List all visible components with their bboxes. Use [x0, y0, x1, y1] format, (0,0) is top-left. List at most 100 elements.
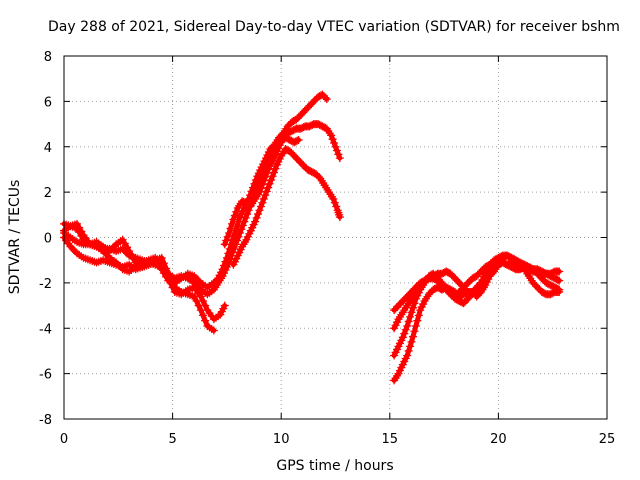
data-point — [294, 135, 303, 144]
data-point — [222, 262, 231, 271]
data-point — [233, 222, 242, 231]
x-tick-label: 15 — [382, 432, 399, 447]
data-point — [401, 325, 410, 334]
data-point — [330, 198, 339, 207]
data-point — [258, 180, 267, 189]
data-point — [400, 329, 409, 338]
data-point — [262, 169, 271, 178]
x-tick-label: 0 — [60, 432, 68, 447]
data-point — [404, 317, 413, 326]
data-point — [332, 202, 341, 211]
data-point — [553, 275, 562, 284]
y-tick-label: 2 — [44, 186, 52, 201]
y-tick-label: 6 — [44, 95, 52, 110]
data-point — [190, 292, 199, 301]
data-point — [330, 138, 339, 147]
data-point — [231, 240, 240, 249]
grid — [64, 56, 607, 419]
data-point — [228, 247, 237, 256]
data-point — [240, 217, 249, 226]
data-point — [403, 321, 412, 330]
data-point — [334, 150, 343, 159]
chart-title: Day 288 of 2021, Sidereal Day-to-day VTE… — [48, 19, 620, 35]
data-point — [321, 93, 330, 102]
y-tick-label: -6 — [39, 368, 52, 383]
data-point — [265, 179, 274, 188]
data-point — [225, 255, 234, 264]
series-pass-10 — [390, 251, 564, 315]
x-tick-label: 5 — [168, 432, 176, 447]
data-point — [335, 154, 344, 163]
data-point — [229, 215, 238, 224]
data-point — [555, 287, 564, 296]
data-point — [335, 213, 344, 222]
data-point — [234, 232, 243, 241]
series-pass-4 — [60, 120, 344, 299]
data-point — [267, 176, 276, 185]
data-point — [398, 333, 407, 342]
data-point — [408, 332, 417, 341]
y-tick-label: -2 — [39, 277, 52, 292]
series-trace — [61, 121, 343, 297]
data-point — [192, 297, 201, 306]
data-point — [194, 301, 203, 310]
data-point — [201, 316, 210, 325]
data-point — [199, 311, 208, 320]
series-pass-5 — [220, 133, 303, 249]
data-point — [406, 342, 415, 351]
data-point — [407, 337, 416, 346]
y-tick-label: -4 — [39, 322, 52, 337]
y-tick-label: -8 — [39, 413, 52, 428]
data-point — [414, 311, 423, 320]
data-point — [261, 173, 270, 181]
data-marks — [60, 90, 564, 385]
data-point — [232, 207, 241, 216]
x-axis-label: GPS time / hours — [276, 458, 393, 474]
data-point — [254, 210, 263, 219]
data-point — [255, 188, 264, 197]
data-point — [408, 303, 417, 312]
data-point — [224, 259, 233, 268]
data-point — [406, 312, 415, 321]
data-point — [233, 236, 242, 245]
data-point — [252, 213, 261, 222]
data-point — [269, 168, 278, 177]
data-point — [404, 346, 413, 355]
data-point — [407, 308, 416, 317]
plot-border — [63, 55, 608, 420]
data-point — [225, 228, 234, 237]
y-tick-label: 8 — [44, 50, 52, 65]
axis-ticks — [63, 55, 608, 420]
y-tick-label: 4 — [44, 141, 52, 156]
data-point — [413, 316, 422, 325]
data-point — [238, 221, 247, 230]
data-point — [271, 164, 280, 173]
series-pass-3 — [60, 90, 331, 292]
data-point — [264, 183, 273, 192]
data-point — [222, 236, 231, 245]
series-pass-6 — [229, 145, 344, 269]
data-point — [255, 206, 264, 215]
data-point — [262, 187, 271, 196]
y-tick-label: 0 — [44, 232, 52, 247]
data-point — [237, 225, 246, 234]
data-point — [293, 136, 302, 145]
x-tick-label: 25 — [599, 432, 616, 447]
data-point — [230, 244, 239, 253]
data-point — [259, 176, 268, 185]
data-point — [327, 131, 336, 140]
data-point — [244, 206, 253, 215]
data-point — [226, 224, 235, 233]
data-point — [410, 327, 419, 336]
data-point — [555, 276, 564, 285]
data-point — [411, 321, 420, 330]
data-point — [230, 211, 239, 220]
data-point — [227, 219, 236, 228]
data-point — [196, 306, 205, 315]
data-point — [268, 172, 277, 181]
data-point — [329, 194, 338, 203]
data-point — [331, 142, 340, 151]
y-axis-label: SDTVAR / TECUs — [7, 180, 23, 295]
data-point — [403, 351, 412, 360]
